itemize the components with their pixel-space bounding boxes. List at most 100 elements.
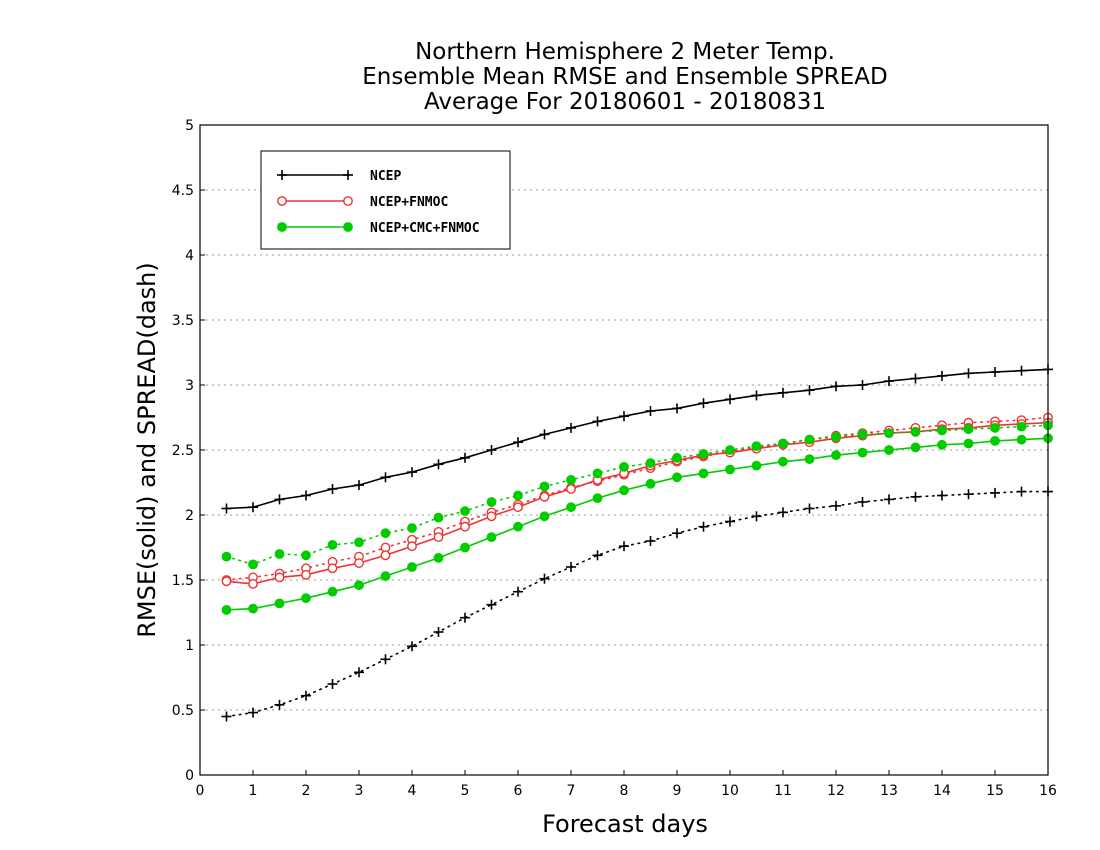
x-tick-label: 9: [673, 783, 682, 799]
rmse-point: [248, 579, 258, 589]
rmse-point: [963, 438, 974, 449]
spread-point: [592, 550, 603, 561]
rmse-point: [672, 403, 682, 414]
rmse-point: [407, 541, 417, 552]
rmse-point: [460, 521, 470, 532]
y-tick-label: 3: [185, 378, 194, 394]
spread-point: [910, 426, 921, 437]
rmse-point: [221, 503, 232, 514]
rmse-point: [407, 562, 417, 572]
spread-point: [407, 641, 417, 652]
y-tick-label: 3.5: [172, 313, 194, 329]
rmse-point: [645, 406, 656, 416]
rmse-point: [566, 484, 576, 494]
spread-point: [433, 512, 444, 523]
legend-label: NCEP+FNMOC: [370, 195, 448, 210]
spread-point: [486, 497, 497, 507]
spread-point: [513, 490, 523, 501]
legend-marker: [277, 196, 287, 206]
rmse-point: [619, 485, 629, 496]
rmse-point: [1016, 365, 1027, 376]
spread-point: [910, 491, 921, 502]
rmse-point: [592, 416, 603, 427]
rmse-point: [778, 387, 788, 398]
rmse-point: [248, 603, 258, 614]
rmse-point: [407, 467, 417, 478]
spread-point: [963, 489, 974, 500]
rmse-point: [937, 439, 947, 450]
spread-point: [778, 507, 788, 518]
x-tick-label: 3: [355, 783, 364, 799]
rmse-point: [301, 490, 311, 501]
rmse-point: [884, 445, 894, 455]
rmse-point: [831, 381, 841, 392]
rmse-point: [645, 478, 656, 489]
rmse-point: [221, 576, 232, 587]
y-tick-label: 1.5: [172, 573, 194, 589]
series-ncep: [221, 364, 1053, 722]
rmse-point: [460, 542, 470, 553]
x-tick-label: 14: [933, 783, 951, 799]
chart-title-line-2: Ensemble Mean RMSE and Ensemble SPREAD: [362, 64, 887, 90]
rmse-point: [433, 459, 444, 470]
spread-point: [857, 497, 868, 507]
spread-point: [248, 707, 258, 718]
x-axis-label: Forecast days: [542, 810, 708, 838]
legend-box: [260, 150, 511, 250]
rmse-point: [910, 442, 921, 453]
rmse-point: [963, 368, 974, 379]
spread-point: [327, 679, 338, 689]
chart-grid: [200, 189, 1048, 711]
spread-point: [645, 458, 656, 468]
spread-point: [407, 523, 417, 533]
spread-point: [274, 699, 285, 710]
spread-point: [831, 432, 841, 442]
rmse-point: [804, 454, 815, 465]
rmse-point: [486, 511, 497, 522]
spread-point: [301, 550, 311, 561]
spread-point: [672, 528, 682, 539]
chart-title-line-1: Northern Hemisphere 2 Meter Temp.: [415, 39, 835, 65]
rmse-point: [804, 385, 815, 396]
rmse-point: [460, 452, 470, 463]
rmse-point: [725, 394, 735, 405]
rmse-point: [884, 376, 894, 387]
spread-point: [354, 667, 364, 678]
series-ncep-fnmoc: [221, 412, 1053, 589]
rmse-point: [857, 447, 868, 458]
spread-point: [1016, 421, 1027, 432]
legend-item-ncep-fnmoc: NCEP+FNMOC: [277, 195, 448, 210]
spread-point: [619, 462, 629, 472]
y-tick-label: 5: [185, 118, 194, 134]
spread-point: [778, 438, 788, 449]
legend-label: NCEP: [370, 169, 401, 184]
series-ncep-cmc-fnmoc: [221, 420, 1053, 615]
y-tick-label: 2: [185, 508, 194, 524]
rmse-point: [274, 598, 285, 609]
rmse-point: [857, 380, 868, 390]
rmse-point: [301, 569, 311, 580]
x-tick-label: 13: [880, 783, 898, 799]
rmse-point: [539, 429, 550, 440]
rmse-point: [751, 390, 762, 401]
spread-point: [963, 424, 974, 435]
legend-marker: [343, 222, 353, 232]
rmse-point: [672, 472, 682, 483]
plot-frame: [199, 124, 1049, 776]
spread-point: [380, 528, 391, 539]
legend-marker: [277, 222, 287, 232]
spread-point: [804, 503, 815, 514]
rmse-point: [1016, 434, 1027, 445]
chart-title-line-3: Average For 20180601 - 20180831: [424, 89, 826, 115]
rmse-point: [380, 571, 391, 581]
rmse-point: [380, 472, 391, 483]
legend-marker: [277, 170, 287, 180]
y-tick-label: 0.5: [172, 703, 194, 719]
rmse-point: [619, 411, 629, 422]
rmse-point: [831, 450, 841, 461]
rmse-point: [327, 563, 338, 574]
spread-point: [248, 559, 258, 570]
spread-point: [698, 521, 709, 532]
spread-point: [539, 481, 550, 492]
rmse-point: [990, 367, 1000, 377]
